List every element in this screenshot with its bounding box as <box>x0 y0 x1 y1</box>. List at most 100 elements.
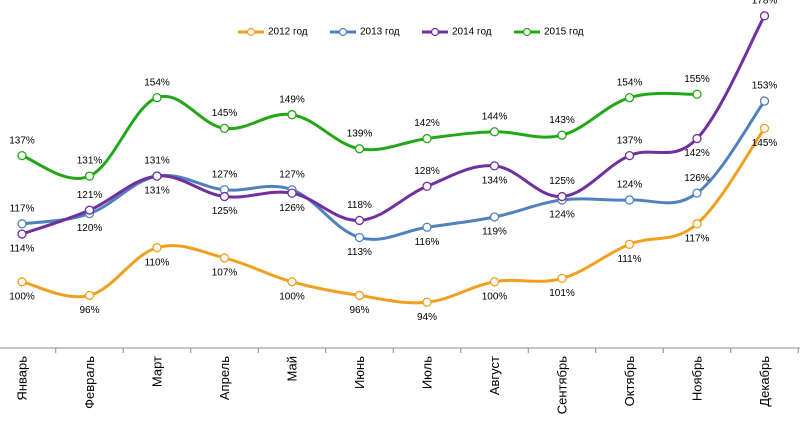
data-label: 107% <box>212 268 238 279</box>
data-point <box>354 144 365 154</box>
data-label: 127% <box>279 169 305 180</box>
data-label: 131% <box>144 186 170 197</box>
data-point <box>287 188 297 198</box>
data-label: 114% <box>10 244 35 255</box>
data-point <box>557 191 567 202</box>
data-point <box>354 215 365 226</box>
data-label: 154% <box>144 77 170 88</box>
data-label: 125% <box>549 176 575 187</box>
x-tick-label: Апрель <box>217 356 232 400</box>
data-label: 126% <box>279 203 305 214</box>
data-point <box>17 277 27 287</box>
data-point <box>219 253 230 263</box>
data-label: 137% <box>9 135 35 146</box>
data-label: 116% <box>415 237 440 248</box>
data-label: 121% <box>77 190 103 201</box>
x-tick-label: Сентябрь <box>554 356 569 414</box>
series-line <box>21 127 766 305</box>
x-tick-label: Январь <box>14 356 29 401</box>
data-label: 128% <box>414 166 440 177</box>
x-tick-label: Февраль <box>82 356 97 409</box>
data-point <box>489 127 500 137</box>
data-point <box>422 181 432 191</box>
data-label: 100% <box>9 291 35 302</box>
data-label: 125% <box>212 206 238 217</box>
data-point <box>692 89 702 99</box>
data-point <box>692 219 702 229</box>
data-label: 143% <box>549 115 575 126</box>
data-label: 153% <box>752 81 778 92</box>
data-point <box>219 191 230 202</box>
data-point <box>17 150 27 161</box>
x-tick-label: Май <box>284 356 299 381</box>
data-point <box>422 133 432 144</box>
data-label: 126% <box>684 173 710 184</box>
data-label: 137% <box>617 135 643 146</box>
data-point <box>84 290 95 301</box>
legend-label: 2015 год <box>544 27 584 38</box>
data-label: 145% <box>752 138 778 149</box>
data-point <box>354 290 365 301</box>
data-label: 154% <box>617 77 643 88</box>
legend-marker <box>246 27 256 37</box>
x-tick-label: Июнь <box>352 356 367 389</box>
data-point <box>152 171 162 181</box>
data-label: 119% <box>482 227 507 238</box>
data-point <box>17 219 27 229</box>
data-label: 142% <box>414 118 440 129</box>
data-label: 142% <box>684 148 710 159</box>
data-label: 178% <box>752 0 778 6</box>
data-label: 149% <box>279 94 305 105</box>
legend-marker <box>430 27 440 37</box>
x-tick-label: Октябрь <box>622 356 637 407</box>
data-label: 131% <box>144 156 170 167</box>
data-point <box>17 229 27 239</box>
data-label: 117% <box>685 233 710 244</box>
data-point <box>422 222 432 232</box>
data-label: 155% <box>684 74 710 85</box>
x-tick-label: Август <box>487 356 502 395</box>
data-point <box>219 123 230 134</box>
data-label: 134% <box>482 176 508 187</box>
x-tick-label: Ноябрь <box>689 356 704 401</box>
data-point <box>557 273 567 284</box>
x-tick-label: Март <box>149 356 164 387</box>
data-point <box>489 277 500 287</box>
data-label: 117% <box>10 203 35 214</box>
data-point <box>489 212 500 222</box>
data-point <box>624 195 635 205</box>
data-point <box>84 171 95 181</box>
data-label: 118% <box>347 200 372 211</box>
data-label: 110% <box>145 257 170 268</box>
data-point <box>759 11 770 21</box>
data-point <box>422 297 432 307</box>
data-label: 96% <box>79 305 99 316</box>
data-label: 113% <box>347 247 372 258</box>
data-label: 100% <box>482 291 508 302</box>
data-point <box>489 161 500 171</box>
data-label: 124% <box>617 180 643 191</box>
data-label: 94% <box>417 312 437 323</box>
data-label: 145% <box>212 108 238 119</box>
data-label: 96% <box>349 305 369 316</box>
legend-label: 2013 год <box>360 27 400 38</box>
legend-marker <box>338 27 348 37</box>
data-label: 100% <box>279 291 305 302</box>
data-point <box>287 277 297 287</box>
data-label: 111% <box>617 254 641 265</box>
data-point <box>287 110 297 120</box>
data-point <box>624 239 635 249</box>
data-point <box>692 133 702 144</box>
data-label: 131% <box>77 156 103 167</box>
data-label: 120% <box>77 223 103 234</box>
data-label: 144% <box>482 111 508 122</box>
data-point <box>759 96 770 106</box>
data-label: 124% <box>549 210 575 221</box>
data-point <box>692 188 702 198</box>
data-point <box>624 150 635 161</box>
data-label: 127% <box>212 169 238 180</box>
legend-marker <box>522 27 532 37</box>
data-point <box>152 243 162 253</box>
data-point <box>759 123 770 134</box>
